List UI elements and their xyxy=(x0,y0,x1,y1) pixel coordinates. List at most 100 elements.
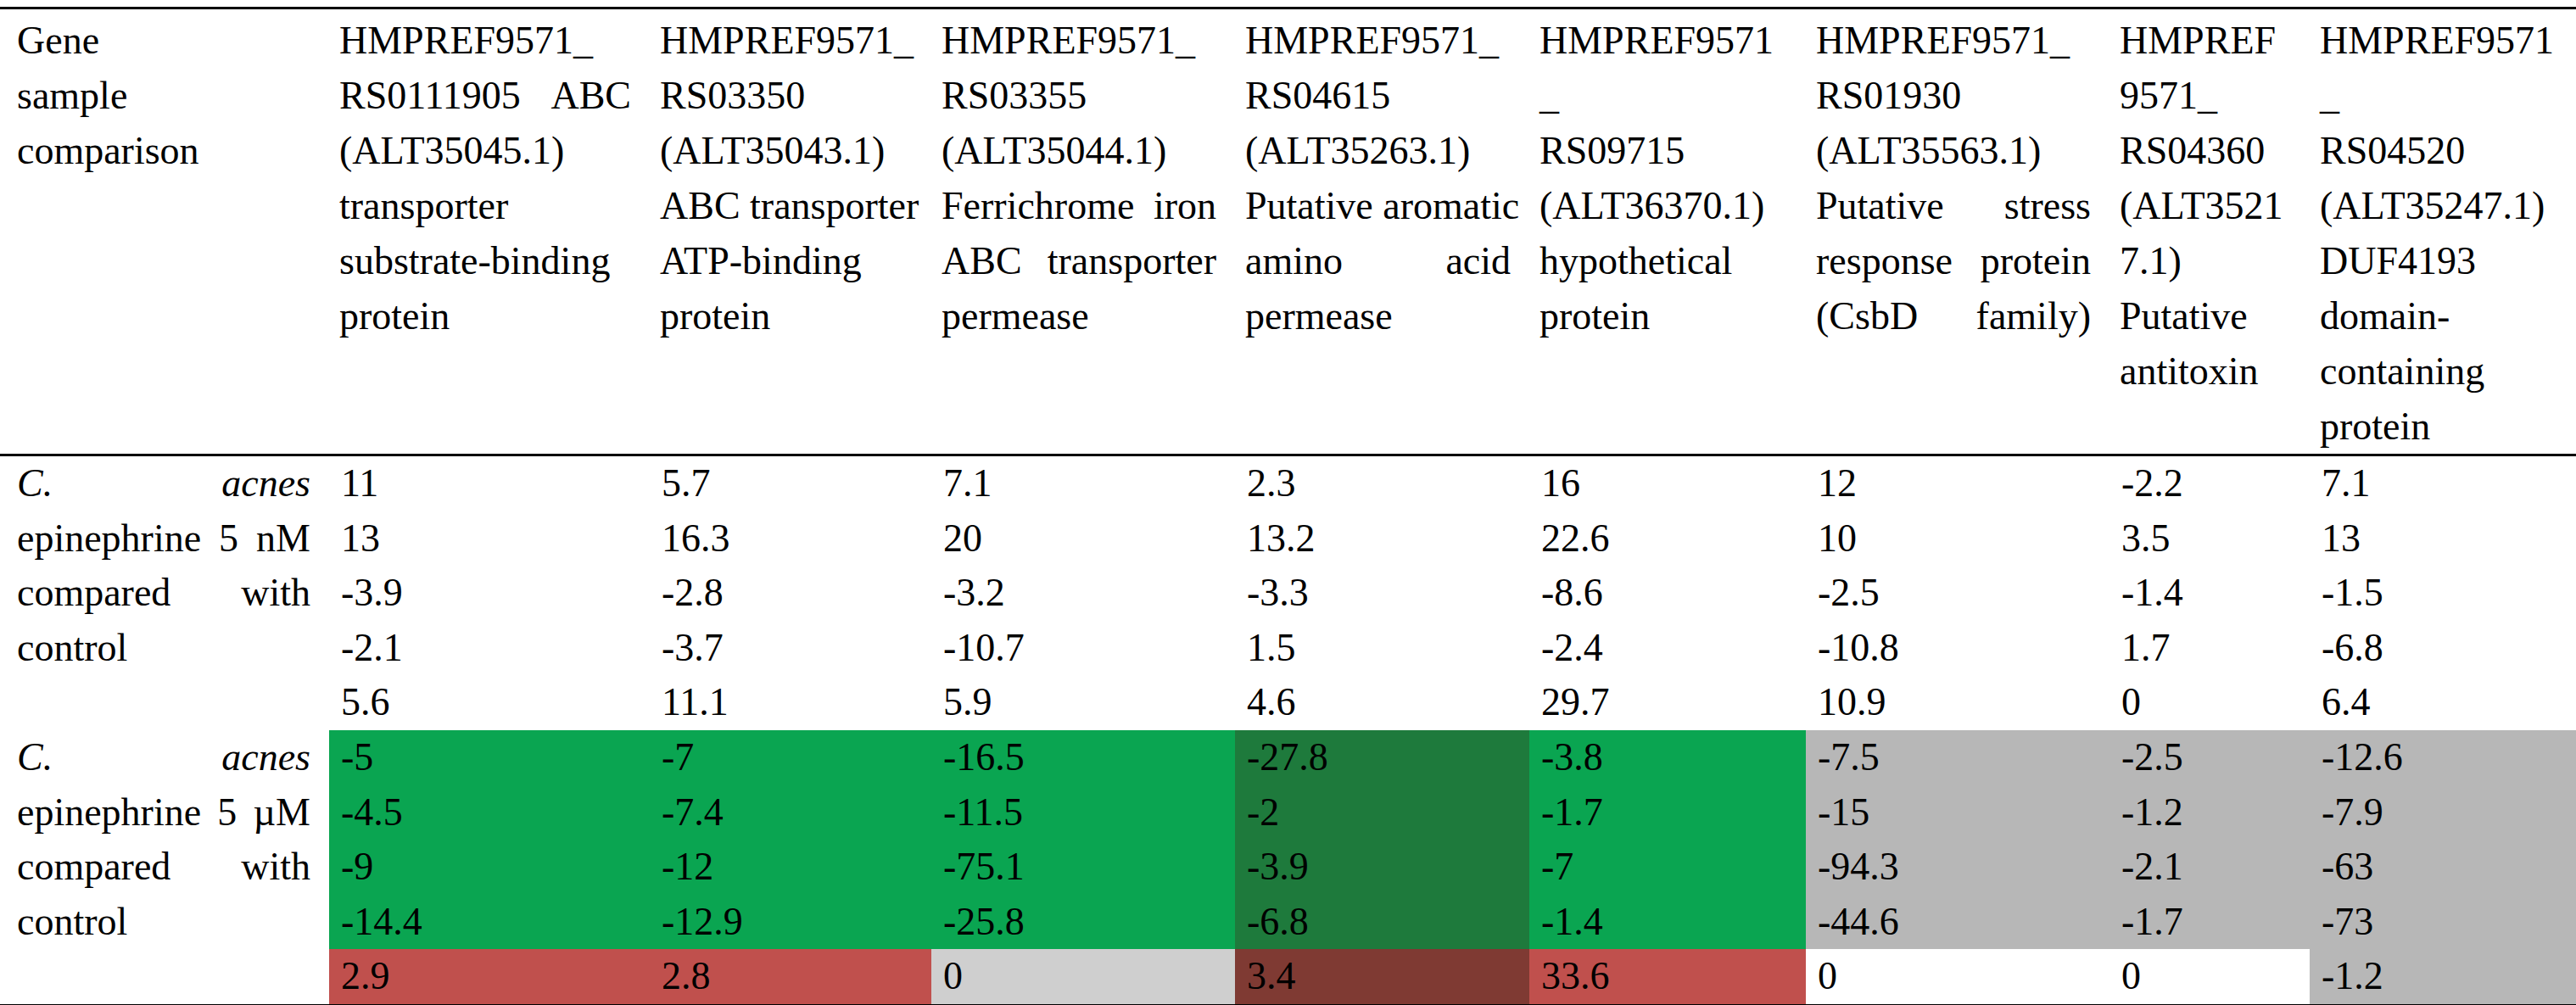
value-cell: -10.7 xyxy=(931,621,1235,676)
header-line: (ALT35247.1) xyxy=(2320,178,2557,233)
value-cell: -1.5 xyxy=(2310,566,2576,621)
value-cell: 7.1 xyxy=(931,455,1235,511)
header-line: Putative xyxy=(2120,288,2291,343)
row-label-line: C. acnes xyxy=(17,730,310,785)
header-line: RS09715 xyxy=(1539,123,1787,178)
corner-header: Genesamplecomparison xyxy=(0,8,329,455)
table-row: -14.4-12.9-25.8-6.8-1.4-44.6-1.7-73 xyxy=(0,895,2576,950)
header-row: GenesamplecomparisonHMPREF9571_RS0111905… xyxy=(0,8,2576,455)
header-line: protein xyxy=(2320,399,2557,454)
value-cell: 6.4 xyxy=(2310,675,2576,730)
value-cell: 13 xyxy=(2310,511,2576,567)
row-group: C. acnesepinephrine 5 nMcompared withcon… xyxy=(0,455,2576,730)
row-label-line: epinephrine 5 nM xyxy=(17,511,310,567)
header-line: (ALT36370.1) xyxy=(1539,178,1787,233)
value-cell: -12 xyxy=(650,840,931,895)
header-line: substrate-binding xyxy=(339,233,631,288)
header-line: (ALT35043.1) xyxy=(660,123,913,178)
header-line: HMPREF9571 xyxy=(1539,13,1787,68)
header-line: (ALT35263.1) xyxy=(1245,123,1511,178)
table-row: 1316.32013.222.6103.513 xyxy=(0,511,2576,567)
header-line: (ALT35045.1) xyxy=(339,123,631,178)
value-cell: 5.6 xyxy=(329,675,650,730)
header-line: sample xyxy=(17,68,310,123)
header-line: RS03355 xyxy=(942,68,1216,123)
value-cell: -16.5 xyxy=(931,730,1235,785)
value-cell: 16 xyxy=(1529,455,1806,511)
value-cell: 11.1 xyxy=(650,675,931,730)
header-line: HMPREF xyxy=(2120,13,2291,68)
value-cell: -3.8 xyxy=(1529,730,1806,785)
value-cell: -2.1 xyxy=(2109,840,2310,895)
gene-table: GenesamplecomparisonHMPREF9571_RS0111905… xyxy=(0,7,2576,1005)
value-cell: -3.2 xyxy=(931,566,1235,621)
column-header: HMPREF9571_RS01930(ALT35563.1)Putative s… xyxy=(1806,8,2109,455)
value-cell: 1.5 xyxy=(1235,621,1529,676)
header-line: (ALT35563.1) xyxy=(1816,123,2091,178)
value-cell: -7.4 xyxy=(650,785,931,840)
column-header: HMPREF9571_RS04615(ALT35263.1)Putative a… xyxy=(1235,8,1529,455)
value-cell: 2.3 xyxy=(1235,455,1529,511)
header-line: _ xyxy=(1539,68,1787,123)
value-cell: -27.8 xyxy=(1235,730,1529,785)
value-cell: -10.8 xyxy=(1806,621,2109,676)
value-cell: 7.1 xyxy=(2310,455,2576,511)
table-row: C. acnesepinephrine 5 µMcompared withcon… xyxy=(0,730,2576,785)
header-line: DUF4193 xyxy=(2320,233,2557,288)
column-header: HMPREF9571_RS04360(ALT35217.1)Putativean… xyxy=(2109,8,2310,455)
value-cell: -1.7 xyxy=(2109,895,2310,950)
header-line: Ferrichrome iron xyxy=(942,178,1216,233)
header-line: HMPREF9571_ xyxy=(1816,13,2091,68)
header-line: antitoxin xyxy=(2120,343,2291,399)
header-line: Gene xyxy=(17,13,310,68)
value-cell: -1.4 xyxy=(1529,895,1806,950)
value-cell: -12.6 xyxy=(2310,730,2576,785)
column-header: HMPREF9571_RS04520(ALT35247.1)DUF4193dom… xyxy=(2310,8,2576,455)
header-line: RS01930 xyxy=(1816,68,2091,123)
value-cell: -73 xyxy=(2310,895,2576,950)
value-cell: 0 xyxy=(2109,949,2310,1005)
column-header: HMPREF9571_RS0111905 ABC(ALT35045.1)tran… xyxy=(329,8,650,455)
header-line: transporter xyxy=(339,178,631,233)
row-group-label: C. acnesepinephrine 5 nMcompared withcon… xyxy=(0,455,329,730)
value-cell: 0 xyxy=(1806,949,2109,1005)
row-label-line: C. acnes xyxy=(17,456,310,511)
header-line: RS03350 xyxy=(660,68,913,123)
value-cell: -6.8 xyxy=(1235,895,1529,950)
column-header: HMPREF9571_RS03355(ALT35044.1)Ferrichrom… xyxy=(931,8,1235,455)
header-line: containing xyxy=(2320,343,2557,399)
header-line: (ALT35044.1) xyxy=(942,123,1216,178)
value-cell: 3.5 xyxy=(2109,511,2310,567)
value-cell: 33.6 xyxy=(1529,949,1806,1005)
value-cell: 12 xyxy=(1806,455,2109,511)
row-label-line: control xyxy=(17,621,310,676)
value-cell: -1.2 xyxy=(2310,949,2576,1005)
header-line: 7.1) xyxy=(2120,233,2291,288)
table-row: -4.5-7.4-11.5-2-1.7-15-1.2-7.9 xyxy=(0,785,2576,840)
value-cell: -5 xyxy=(329,730,650,785)
row-group-label: C. acnesepinephrine 5 µMcompared withcon… xyxy=(0,730,329,1005)
value-cell: -44.6 xyxy=(1806,895,2109,950)
header-line: Putative aromatic xyxy=(1245,178,1511,233)
header-line: ATP-binding xyxy=(660,233,913,288)
value-cell: -8.6 xyxy=(1529,566,1806,621)
value-cell: -2.2 xyxy=(2109,455,2310,511)
value-cell: -2 xyxy=(1235,785,1529,840)
value-cell: 20 xyxy=(931,511,1235,567)
header-line: HMPREF9571 xyxy=(2320,13,2557,68)
header-line: HMPREF9571_ xyxy=(1245,13,1511,68)
header-line: protein xyxy=(660,288,913,343)
value-cell: -94.3 xyxy=(1806,840,2109,895)
table-header: GenesamplecomparisonHMPREF9571_RS0111905… xyxy=(0,8,2576,455)
value-cell: -3.9 xyxy=(1235,840,1529,895)
value-cell: 4.6 xyxy=(1235,675,1529,730)
column-header: HMPREF9571_RS09715(ALT36370.1)hypothetic… xyxy=(1529,8,1806,455)
header-line: HMPREF9571_ xyxy=(339,13,631,68)
header-line: domain- xyxy=(2320,288,2557,343)
value-cell: 10 xyxy=(1806,511,2109,567)
header-line: RS04615 xyxy=(1245,68,1511,123)
value-cell: 29.7 xyxy=(1529,675,1806,730)
value-cell: -4.5 xyxy=(329,785,650,840)
table-row: -3.9-2.8-3.2-3.3-8.6-2.5-1.4-1.5 xyxy=(0,566,2576,621)
value-cell: -3.3 xyxy=(1235,566,1529,621)
